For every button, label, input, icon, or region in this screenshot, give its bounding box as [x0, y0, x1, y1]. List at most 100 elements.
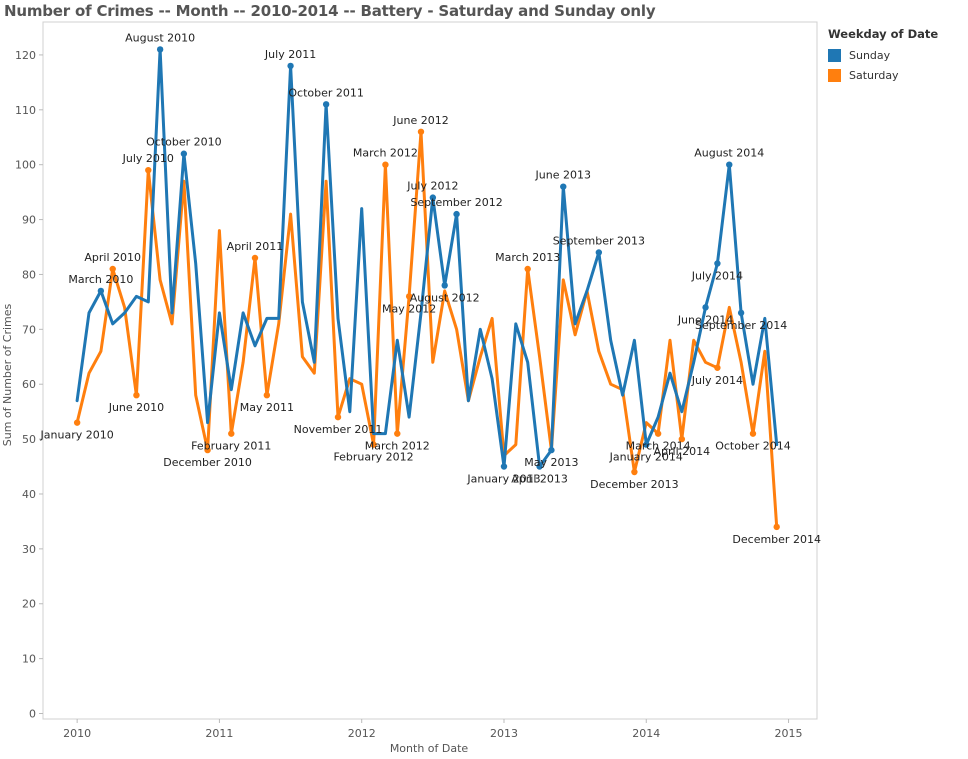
- data-label-saturday: March 2014: [626, 440, 691, 453]
- data-point-saturday: [370, 441, 377, 448]
- data-point-sunday: [453, 210, 460, 218]
- data-point-sunday: [714, 260, 721, 267]
- data-label-saturday: April 2014: [654, 445, 711, 458]
- data-point-saturday: [524, 265, 531, 273]
- x-axis-label: Month of Date: [390, 742, 469, 755]
- data-point-saturday: [631, 468, 638, 476]
- data-point-sunday: [548, 446, 555, 454]
- legend-label-sunday: Sunday: [849, 48, 891, 62]
- data-label-saturday: June 2010: [108, 401, 164, 414]
- data-label-sunday: August 2014: [694, 147, 764, 160]
- data-label-saturday: July 2010: [122, 152, 174, 165]
- y-tick-label: 80: [22, 268, 36, 281]
- data-point-saturday: [204, 446, 211, 454]
- data-label-sunday: June 2013: [535, 169, 591, 182]
- data-point-sunday: [97, 287, 105, 295]
- legend-item-saturday[interactable]: Saturday: [828, 65, 938, 85]
- y-tick-label: 110: [15, 104, 36, 117]
- y-tick-label: 20: [22, 598, 36, 611]
- x-tick-label: 2012: [348, 727, 376, 740]
- y-tick-label: 50: [22, 433, 36, 446]
- y-tick-label: 120: [15, 49, 36, 62]
- data-label-saturday: February 2011: [191, 440, 271, 453]
- data-label-saturday: March 2013: [495, 251, 560, 264]
- data-point-sunday: [560, 183, 567, 190]
- data-label-saturday: March 2012: [365, 440, 430, 453]
- data-point-saturday: [109, 265, 116, 273]
- data-label-saturday: March 2012: [353, 147, 418, 160]
- data-label-sunday: June 2014: [677, 313, 733, 326]
- data-label-saturday: November 2011: [294, 423, 383, 436]
- series-line-sunday: [75, 47, 779, 468]
- data-point-saturday: [133, 391, 140, 399]
- x-tick-label: 2013: [490, 727, 518, 740]
- data-label-sunday: July 2014: [691, 269, 743, 282]
- y-axis-label: Sum of Number of Crimes: [1, 303, 14, 446]
- data-label-sunday: April 2013: [511, 473, 568, 486]
- data-label-saturday: April 2011: [227, 240, 284, 253]
- data-point-saturday: [382, 161, 389, 168]
- data-point-saturday: [678, 435, 686, 443]
- data-point-saturday: [714, 364, 721, 371]
- y-tick-label: 100: [15, 159, 36, 172]
- data-point-saturday: [334, 413, 342, 421]
- data-point-saturday: [749, 430, 757, 437]
- data-point-saturday: [405, 293, 413, 300]
- data-label-saturday: December 2010: [163, 456, 252, 469]
- data-point-sunday: [726, 161, 733, 168]
- data-point-saturday: [145, 166, 152, 174]
- y-tick-label: 60: [22, 378, 36, 391]
- legend-item-sunday[interactable]: Sunday: [828, 45, 938, 65]
- data-point-sunday: [536, 463, 543, 470]
- data-label-saturday: July 2014: [691, 374, 743, 387]
- data-label-sunday: September 2012: [410, 196, 502, 209]
- data-label-sunday: January 2013: [466, 473, 540, 486]
- x-tick-label: 2011: [205, 727, 233, 740]
- data-points: [73, 46, 780, 531]
- data-label-sunday: May 2013: [524, 456, 578, 469]
- data-point-saturday: [263, 391, 271, 399]
- x-tick-label: 2015: [775, 727, 803, 740]
- data-label-sunday: September 2013: [553, 235, 645, 248]
- data-label-sunday: August 2010: [125, 31, 195, 44]
- legend-swatch-sunday: [828, 48, 841, 62]
- data-label-saturday: June 2012: [392, 114, 448, 127]
- data-label-saturday: December 2014: [732, 533, 821, 546]
- data-label-sunday: January 2014: [609, 451, 683, 464]
- y-tick-label: 70: [22, 323, 36, 336]
- legend: Weekday of Date Sunday Saturday: [828, 27, 938, 85]
- y-tick-label: 90: [22, 214, 36, 227]
- data-point-sunday: [643, 441, 650, 448]
- data-point-saturday: [73, 419, 81, 426]
- data-point-sunday: [429, 194, 437, 201]
- data-label-saturday: February 2012: [333, 451, 413, 464]
- data-point-sunday: [500, 463, 508, 470]
- legend-swatch-saturday: [828, 68, 841, 82]
- data-label-saturday: December 2013: [590, 478, 679, 491]
- data-label-sunday: October 2010: [146, 136, 222, 149]
- data-label-sunday: September 2014: [695, 319, 787, 332]
- y-tick-label: 40: [22, 488, 36, 501]
- data-label-sunday: August 2012: [410, 291, 480, 304]
- y-tick-label: 30: [22, 543, 36, 556]
- data-label-sunday: October 2011: [288, 86, 364, 99]
- x-tick-label: 2010: [63, 727, 91, 740]
- y-tick-label: 0: [29, 708, 36, 721]
- data-point-sunday: [287, 62, 294, 70]
- data-point-saturday: [251, 254, 259, 262]
- data-label-saturday: January 2010: [40, 429, 114, 442]
- data-point-sunday: [322, 101, 330, 108]
- legend-label-saturday: Saturday: [849, 68, 899, 82]
- data-point-sunday: [180, 150, 188, 157]
- data-point-sunday: [156, 46, 164, 53]
- data-point-sunday: [595, 249, 603, 256]
- series-lines: [75, 47, 779, 529]
- plot-frame: [42, 21, 818, 720]
- data-label-saturday: May 2012: [382, 302, 436, 315]
- data-label-saturday: May 2011: [240, 401, 294, 414]
- data-label-saturday: October 2014: [715, 440, 791, 453]
- data-point-sunday: [737, 309, 745, 317]
- data-point-saturday: [654, 430, 662, 437]
- legend-title: Weekday of Date: [828, 27, 939, 41]
